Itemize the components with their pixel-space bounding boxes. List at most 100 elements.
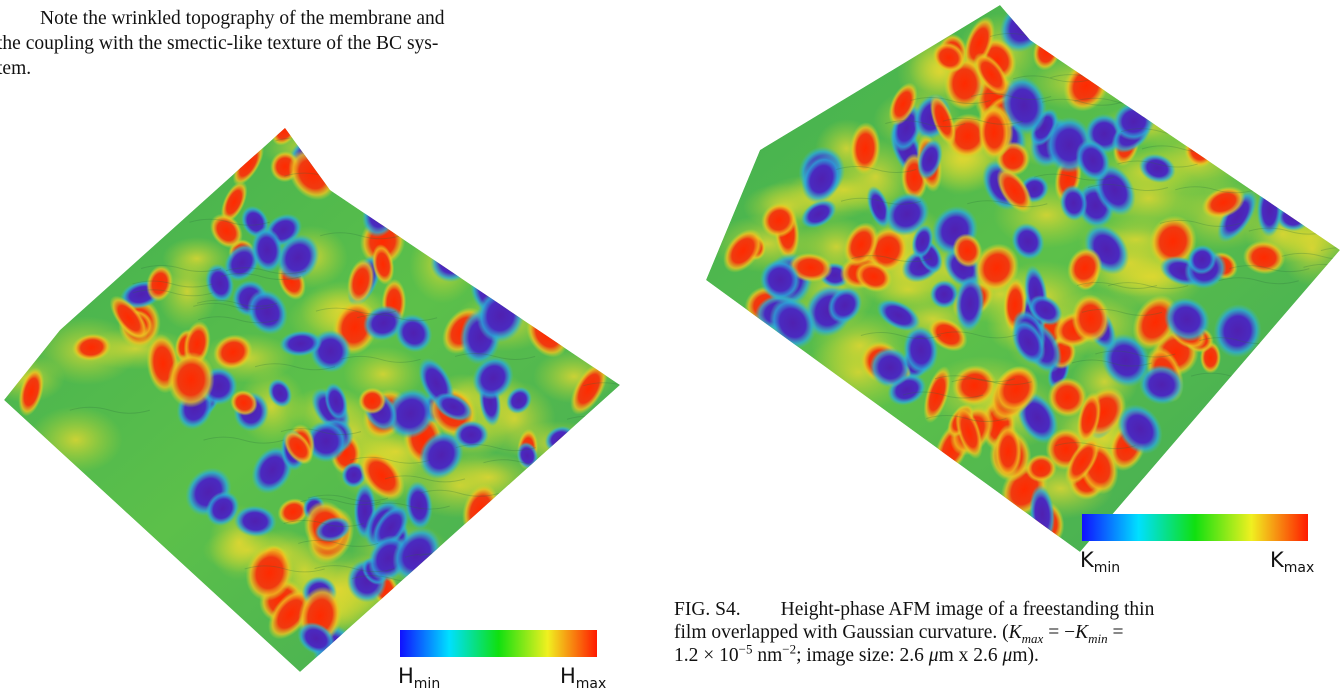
texture xyxy=(1242,240,1286,275)
texture xyxy=(69,406,150,414)
texture xyxy=(157,253,218,330)
texture xyxy=(1000,76,1047,135)
texture xyxy=(885,120,966,128)
texture xyxy=(419,489,500,497)
texture xyxy=(973,52,1010,97)
texture xyxy=(386,388,435,439)
texture xyxy=(840,197,922,205)
texture xyxy=(1034,173,1115,181)
texture xyxy=(349,456,431,464)
texture xyxy=(369,502,450,510)
texture xyxy=(1011,320,1046,365)
texture xyxy=(472,356,514,400)
texture xyxy=(929,94,957,146)
texture xyxy=(994,365,1039,413)
caption-text: film overlapped with Gaussian curvature.… xyxy=(674,622,1009,643)
texture xyxy=(193,302,274,310)
caption-text: Height-phase AFM image of a freestanding… xyxy=(780,599,1155,620)
texture xyxy=(359,450,405,501)
texture xyxy=(1047,377,1088,418)
texture xyxy=(1059,184,1088,222)
texture xyxy=(267,378,293,408)
texture xyxy=(343,185,424,193)
texture xyxy=(827,287,863,324)
texture xyxy=(936,331,1018,339)
colorbar-left xyxy=(400,630,597,657)
texture xyxy=(996,167,1033,214)
texture xyxy=(247,289,288,335)
texture xyxy=(251,227,284,273)
texture xyxy=(801,154,842,204)
texture xyxy=(1164,297,1210,342)
texture xyxy=(454,352,536,360)
texture xyxy=(1149,215,1197,268)
texture xyxy=(1087,184,1169,192)
texture xyxy=(384,475,466,483)
texture xyxy=(876,299,921,332)
texture xyxy=(888,82,918,126)
texture xyxy=(1076,391,1102,444)
texture xyxy=(279,330,323,357)
texture xyxy=(203,436,284,444)
colorbar-min-label: Kmin xyxy=(1080,548,1120,576)
texture xyxy=(283,519,364,527)
texture xyxy=(869,347,911,388)
texture xyxy=(213,334,253,370)
texture xyxy=(583,382,620,390)
texture xyxy=(1081,308,1163,316)
texture xyxy=(929,280,959,309)
texture xyxy=(28,406,123,474)
texture xyxy=(902,391,984,399)
surface-right xyxy=(706,5,1340,552)
texture xyxy=(860,332,942,340)
caption-text: 1.2 × 10 xyxy=(674,645,739,666)
texture xyxy=(277,498,309,526)
texture xyxy=(307,494,389,502)
paragraph-line: Note the wrinkled topography of the memb… xyxy=(40,8,445,29)
surface-left xyxy=(4,128,620,672)
paragraph: Note the wrinkled topography of the memb… xyxy=(0,6,647,81)
texture xyxy=(761,202,797,238)
texture xyxy=(305,420,348,463)
texture xyxy=(205,263,235,303)
texture xyxy=(300,498,381,506)
texture xyxy=(855,261,893,293)
figure-caption: FIG. S4. Height-phase AFM image of a free… xyxy=(674,598,1343,667)
texture xyxy=(910,96,991,104)
texture xyxy=(220,273,302,281)
texture xyxy=(723,228,763,273)
texture xyxy=(1071,359,1152,367)
texture xyxy=(280,428,362,436)
texture xyxy=(1041,98,1123,106)
texture xyxy=(453,420,489,450)
texture xyxy=(314,516,351,543)
texture xyxy=(324,382,349,421)
texture xyxy=(1229,265,1310,273)
texture xyxy=(851,255,932,263)
texture xyxy=(233,505,277,538)
caption-text: FIG. S4. xyxy=(674,599,741,620)
texture xyxy=(230,389,258,416)
caption-text: = − xyxy=(1043,622,1076,643)
caption-text: μ xyxy=(1002,645,1013,666)
texture xyxy=(1055,442,1136,450)
texture xyxy=(570,362,608,415)
texture xyxy=(224,243,260,282)
colorbar-max-label: Kmax xyxy=(1270,548,1314,576)
texture xyxy=(401,228,483,236)
texture xyxy=(394,313,433,353)
texture xyxy=(1201,186,1246,219)
caption-text: μ xyxy=(928,645,939,666)
texture xyxy=(205,491,240,527)
texture xyxy=(312,156,393,164)
texture xyxy=(189,218,270,226)
texture xyxy=(109,295,149,341)
texture xyxy=(903,325,939,375)
texture xyxy=(1320,247,1340,255)
texture xyxy=(404,481,433,530)
texture xyxy=(927,317,968,352)
texture xyxy=(1067,247,1103,288)
texture xyxy=(884,192,930,236)
texture xyxy=(970,93,1052,101)
